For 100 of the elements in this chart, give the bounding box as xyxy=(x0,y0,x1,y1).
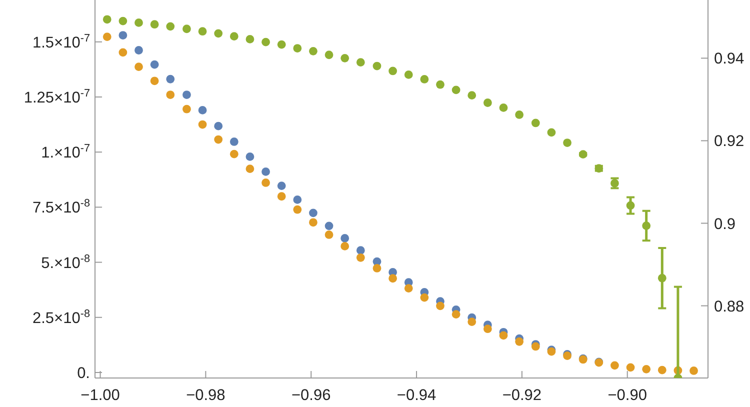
point xyxy=(610,361,619,370)
point xyxy=(134,18,143,27)
point xyxy=(182,24,191,34)
point xyxy=(658,366,666,374)
point xyxy=(246,35,254,44)
y2-tick-label: 0.92 xyxy=(714,133,744,150)
point xyxy=(309,218,318,227)
point xyxy=(547,128,556,137)
point xyxy=(452,86,460,94)
y-tick-label: 0. xyxy=(77,364,90,382)
point xyxy=(436,80,444,89)
point xyxy=(563,138,572,147)
point xyxy=(420,75,429,84)
point xyxy=(468,91,476,100)
point xyxy=(340,242,350,250)
point xyxy=(483,324,492,334)
point xyxy=(246,152,254,161)
point xyxy=(356,253,365,262)
point xyxy=(483,98,492,107)
point xyxy=(118,31,128,40)
point xyxy=(214,122,223,130)
point xyxy=(277,182,286,190)
point xyxy=(166,22,175,31)
point xyxy=(198,120,207,129)
point xyxy=(372,62,382,70)
point xyxy=(642,364,651,374)
point xyxy=(182,90,191,99)
point xyxy=(293,205,302,214)
point xyxy=(340,54,350,62)
point xyxy=(356,58,365,67)
x-tick-label: −0.98 xyxy=(186,387,226,404)
point xyxy=(642,222,651,230)
point xyxy=(293,195,302,204)
x-tick-label: −0.90 xyxy=(608,387,648,404)
point xyxy=(198,27,207,36)
point xyxy=(404,284,413,292)
point xyxy=(277,40,286,49)
point xyxy=(658,274,666,282)
point xyxy=(515,110,524,119)
point xyxy=(214,29,223,38)
point xyxy=(388,66,398,76)
point xyxy=(515,337,524,346)
point xyxy=(230,150,238,158)
point xyxy=(262,178,270,187)
point xyxy=(324,230,334,239)
point xyxy=(134,62,143,71)
point xyxy=(436,302,444,310)
x-tick-label: −0.92 xyxy=(502,387,542,404)
point xyxy=(102,32,112,42)
point xyxy=(420,293,429,302)
point xyxy=(324,50,334,60)
point xyxy=(166,74,175,84)
y-tick-label: 7.5×10$^{-8}$ xyxy=(32,198,90,217)
point xyxy=(118,16,128,26)
point xyxy=(356,246,365,255)
point xyxy=(388,274,398,283)
point xyxy=(499,104,508,112)
point xyxy=(166,90,175,99)
point xyxy=(182,104,191,114)
point xyxy=(578,150,588,159)
point xyxy=(150,20,159,29)
y2-tick-label: 0.88 xyxy=(714,298,744,316)
point xyxy=(198,106,207,114)
point xyxy=(277,192,286,201)
point xyxy=(468,318,476,326)
y2-tick-label: 0.94 xyxy=(714,50,745,68)
point xyxy=(150,76,159,86)
point xyxy=(626,201,635,210)
point xyxy=(246,164,254,174)
point xyxy=(150,60,159,69)
point xyxy=(309,208,318,218)
point xyxy=(293,44,302,52)
x-tick-label: −1.00 xyxy=(80,387,120,404)
point xyxy=(340,234,350,242)
point xyxy=(372,264,382,272)
point xyxy=(452,310,460,318)
point xyxy=(690,366,698,375)
point xyxy=(404,70,413,79)
point xyxy=(214,135,223,144)
point xyxy=(230,138,238,146)
point xyxy=(230,32,238,41)
point xyxy=(309,46,318,56)
point xyxy=(499,331,508,340)
x-tick-label: −0.96 xyxy=(291,387,331,404)
point xyxy=(262,38,270,46)
point xyxy=(324,222,334,230)
y-tick-label: 1.×10$^{-7}$ xyxy=(41,142,90,162)
y-tick-label: 2.5×10$^{-8}$ xyxy=(32,308,90,327)
point xyxy=(118,48,128,57)
point xyxy=(531,342,540,351)
point xyxy=(531,118,540,128)
point xyxy=(134,46,143,54)
y-tick-label: 1.5×10$^{-7}$ xyxy=(32,32,90,52)
point xyxy=(102,15,112,24)
x-tick-label: −0.94 xyxy=(396,387,437,404)
y-tick-label: 1.25×10$^{-7}$ xyxy=(24,87,90,106)
y2-tick-label: 0.9 xyxy=(714,216,736,233)
point xyxy=(626,363,635,372)
y-tick-label: 5.×10$^{-8}$ xyxy=(41,252,90,272)
point xyxy=(262,168,270,176)
